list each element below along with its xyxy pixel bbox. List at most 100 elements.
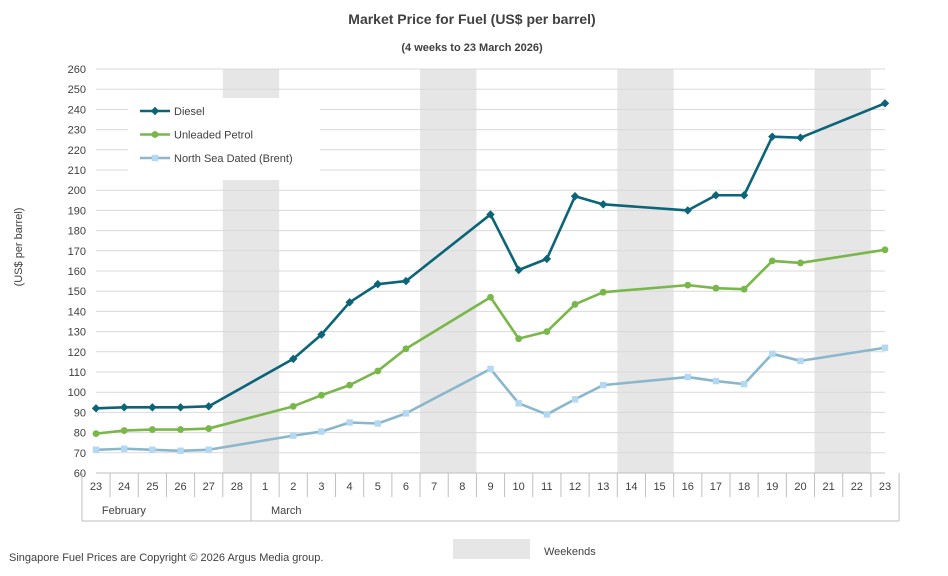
copyright-footer: Singapore Fuel Prices are Copyright © 20… bbox=[9, 552, 323, 564]
data-point-unleaded-petrol bbox=[374, 367, 382, 375]
x-tick-label: 3 bbox=[318, 481, 324, 493]
x-tick-label: 28 bbox=[231, 481, 243, 493]
x-tick-label: 1 bbox=[262, 481, 268, 493]
x-tick-label: 21 bbox=[823, 481, 835, 493]
data-point-diesel bbox=[542, 254, 552, 264]
data-point-unleaded-petrol bbox=[797, 259, 804, 267]
y-tick-label: 140 bbox=[68, 306, 86, 318]
data-point-unleaded-petrol bbox=[599, 288, 607, 296]
x-tick-label: 7 bbox=[431, 481, 437, 493]
y-tick-label: 110 bbox=[68, 367, 86, 379]
y-tick-label: 160 bbox=[68, 266, 86, 278]
data-point-diesel bbox=[289, 354, 298, 364]
y-tick-label: 150 bbox=[68, 286, 86, 298]
data-point-north-sea-dated-brent bbox=[120, 445, 128, 452]
data-point-north-sea-dated-brent bbox=[515, 400, 522, 407]
y-tick-label: 120 bbox=[68, 347, 86, 359]
weekends-key-swatch bbox=[453, 539, 530, 559]
y-tick-label: 250 bbox=[68, 84, 86, 96]
data-point-unleaded-petrol bbox=[543, 328, 551, 335]
data-point-unleaded-petrol bbox=[346, 381, 354, 389]
y-tick-label: 180 bbox=[68, 226, 86, 238]
data-point-unleaded-petrol bbox=[289, 402, 297, 410]
data-point-diesel bbox=[204, 402, 213, 411]
legend-label-diesel: Diesel bbox=[174, 106, 205, 118]
x-tick-label: 23 bbox=[90, 481, 102, 493]
x-tick-label: 5 bbox=[375, 481, 381, 493]
data-point-unleaded-petrol bbox=[177, 426, 184, 433]
y-tick-label: 80 bbox=[74, 428, 86, 440]
legend-label-north-sea-dated-brent: North Sea Dated (Brent) bbox=[174, 153, 293, 165]
y-tick-label: 190 bbox=[68, 205, 86, 217]
data-point-diesel bbox=[373, 279, 382, 289]
data-point-unleaded-petrol bbox=[684, 281, 692, 289]
x-tick-label: 4 bbox=[347, 481, 353, 493]
data-point-unleaded-petrol bbox=[712, 284, 720, 292]
data-point-diesel bbox=[768, 132, 777, 141]
y-tick-label: 130 bbox=[68, 327, 86, 339]
data-point-unleaded-petrol bbox=[120, 427, 128, 434]
x-tick-label: 23 bbox=[879, 481, 891, 493]
chart-title: Market Price for Fuel (US$ per barrel) bbox=[348, 11, 595, 27]
data-point-north-sea-dated-brent bbox=[374, 420, 381, 427]
x-tick-label: 16 bbox=[682, 481, 694, 493]
y-tick-label: 170 bbox=[68, 246, 86, 258]
legend-marker-unleaded-petrol bbox=[151, 131, 159, 138]
data-point-north-sea-dated-brent bbox=[346, 419, 353, 426]
data-point-north-sea-dated-brent bbox=[571, 396, 579, 403]
data-point-diesel bbox=[486, 210, 495, 219]
data-point-north-sea-dated-brent bbox=[684, 373, 691, 381]
legend-marker-diesel bbox=[150, 106, 160, 116]
data-point-diesel bbox=[599, 200, 608, 209]
y-tick-label: 230 bbox=[68, 125, 86, 137]
x-tick-label: 19 bbox=[766, 481, 778, 493]
y-axis-title: (US$ per barrel) bbox=[13, 208, 25, 287]
data-point-north-sea-dated-brent bbox=[881, 344, 889, 351]
legend-label-unleaded-petrol: Unleaded Petrol bbox=[174, 130, 253, 142]
data-point-diesel bbox=[739, 191, 749, 200]
x-tick-label: 12 bbox=[569, 481, 581, 493]
x-tick-label: 9 bbox=[487, 481, 493, 493]
legend-marker-north-sea-dated-brent bbox=[151, 154, 159, 162]
x-tick-label: 26 bbox=[174, 481, 186, 493]
x-tick-label: 8 bbox=[459, 481, 465, 493]
data-point-north-sea-dated-brent bbox=[487, 365, 494, 373]
data-point-north-sea-dated-brent bbox=[769, 350, 776, 358]
data-point-unleaded-petrol bbox=[515, 335, 523, 343]
data-point-unleaded-petrol bbox=[402, 345, 410, 353]
x-axis: 23 24 25 26 27 28 1 2 3 4 5 6 7 8 9 10 11 12 13 14 15 16 17 18 1… bbox=[81, 472, 900, 522]
x-tick-label: 10 bbox=[513, 481, 525, 493]
x-tick-label: 18 bbox=[738, 481, 750, 493]
data-point-diesel bbox=[711, 191, 721, 200]
data-point-north-sea-dated-brent bbox=[740, 380, 748, 388]
data-point-unleaded-petrol bbox=[740, 285, 748, 293]
data-point-diesel bbox=[176, 403, 185, 412]
data-point-diesel bbox=[91, 404, 101, 413]
data-point-diesel bbox=[683, 206, 692, 215]
data-point-diesel bbox=[148, 403, 157, 412]
y-tick-label: 220 bbox=[68, 145, 86, 157]
x-tick-label: 17 bbox=[710, 481, 722, 493]
data-point-north-sea-dated-brent bbox=[205, 446, 212, 453]
data-point-unleaded-petrol bbox=[571, 300, 579, 308]
y-tick-label: 90 bbox=[74, 407, 86, 419]
x-tick-label: 15 bbox=[653, 481, 665, 493]
series-group bbox=[91, 99, 890, 454]
data-point-north-sea-dated-brent bbox=[290, 432, 297, 439]
data-point-unleaded-petrol bbox=[487, 293, 494, 301]
x-tick-label: 2 bbox=[290, 481, 296, 493]
y-tick-label: 210 bbox=[68, 165, 86, 177]
y-tick-label: 240 bbox=[68, 104, 86, 116]
x-tick-label: 11 bbox=[541, 481, 552, 493]
data-point-north-sea-dated-brent bbox=[149, 446, 156, 453]
data-point-north-sea-dated-brent bbox=[92, 446, 100, 453]
data-point-north-sea-dated-brent bbox=[543, 411, 551, 418]
data-point-diesel bbox=[796, 133, 805, 142]
data-point-north-sea-dated-brent bbox=[600, 381, 607, 389]
x-tick-label: 20 bbox=[794, 481, 806, 493]
x-tick-label: 13 bbox=[597, 481, 609, 493]
data-point-diesel bbox=[514, 265, 523, 275]
x-tick-label: 14 bbox=[625, 481, 637, 493]
series-line-unleaded-petrol bbox=[95, 248, 886, 435]
